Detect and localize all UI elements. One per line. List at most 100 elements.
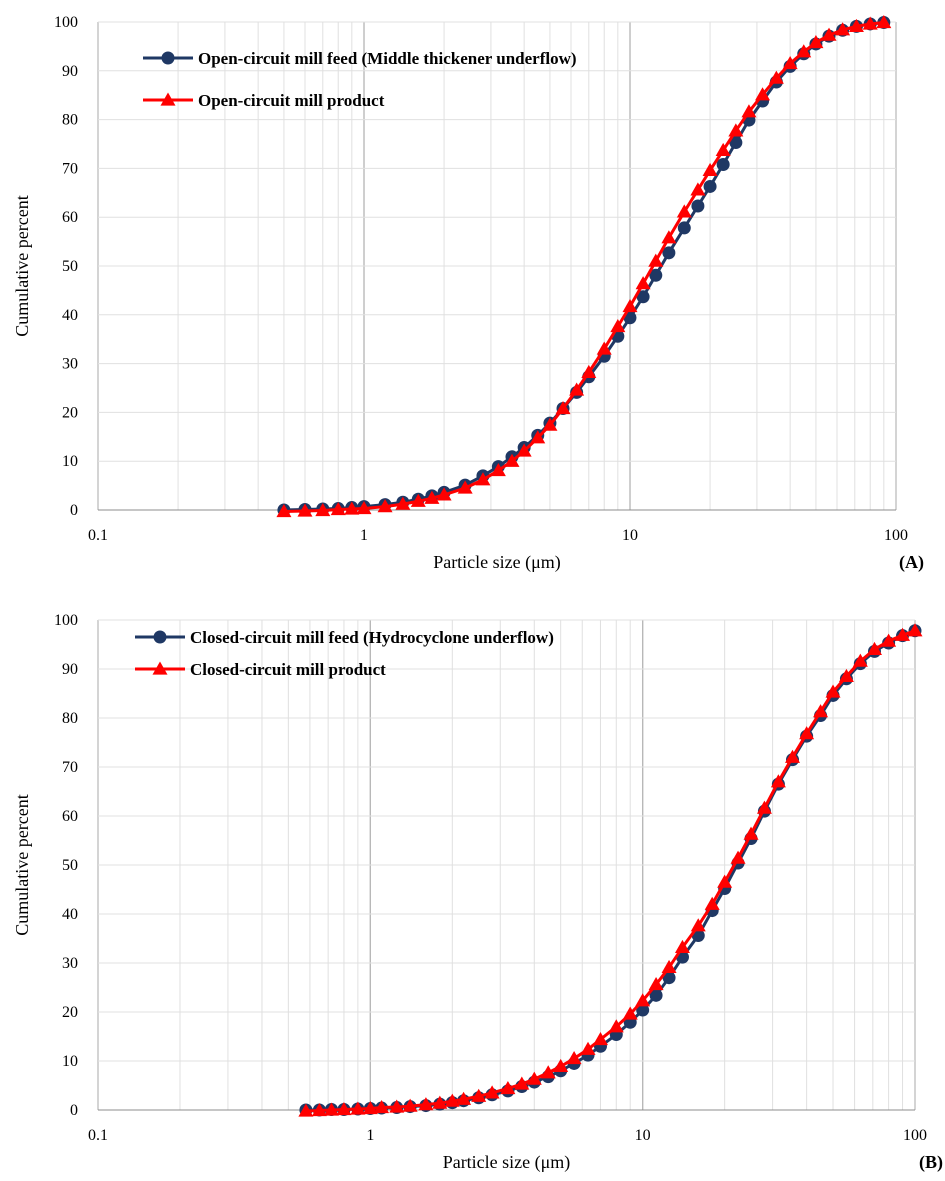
legend-circle-marker-icon [161, 51, 175, 65]
triangle-data-point [424, 490, 440, 504]
y-tick-label: 40 [62, 307, 78, 324]
triangle-data-point [768, 70, 784, 84]
triangle-data-point [504, 453, 520, 467]
triangle-data-point [350, 1101, 366, 1115]
triangle-data-point [596, 341, 612, 355]
x-axis-title: Particle size (μm) [433, 552, 561, 573]
triangle-data-point [862, 16, 878, 30]
legend-label: Open-circuit mill product [198, 91, 385, 110]
triangle-data-point [835, 22, 851, 36]
triangle-data-point [592, 1031, 608, 1046]
triangle-data-point [610, 319, 626, 333]
triangle-data-point [756, 800, 772, 814]
circle-data-point [636, 1003, 650, 1017]
triangle-data-point [852, 653, 868, 667]
triangle-data-point [799, 726, 815, 740]
x-tick-label: 10 [622, 527, 638, 544]
y-tick-label: 90 [62, 661, 78, 678]
triangle-data-point [475, 472, 491, 486]
panel-label: (B) [919, 1152, 943, 1173]
y-tick-label: 50 [62, 258, 78, 275]
triangle-data-point [553, 1058, 569, 1073]
triangle-data-point [648, 253, 664, 267]
triangle-data-point [785, 749, 801, 763]
triangle-data-point [471, 1088, 487, 1102]
triangle-data-point [770, 774, 786, 788]
triangle-data-point [866, 641, 882, 656]
triangle-data-point [715, 142, 731, 156]
triangle-data-point [717, 874, 733, 888]
y-tick-label: 100 [54, 612, 78, 629]
x-tick-label: 100 [903, 1127, 927, 1144]
y-tick-label: 100 [54, 14, 78, 31]
triangle-data-point [881, 633, 897, 647]
triangle-data-point [704, 896, 720, 910]
triangle-data-point [676, 204, 692, 218]
panel-label: (A) [899, 552, 924, 573]
triangle-data-point [690, 182, 706, 196]
triangle-data-point [514, 1076, 530, 1090]
legend-label: Open-circuit mill feed (Middle thickener… [198, 49, 577, 68]
triangle-data-point [395, 496, 411, 510]
triangle-data-point [436, 487, 452, 501]
triangle-data-point [344, 501, 360, 515]
triangle-data-point [702, 162, 718, 176]
legend-label: Closed-circuit mill feed (Hydrocyclone u… [190, 628, 554, 647]
circle-data-point [677, 221, 691, 235]
triangle-data-point [782, 55, 798, 70]
triangle-data-point [876, 14, 892, 29]
y-tick-label: 90 [62, 63, 78, 80]
legend: Open-circuit mill feed (Middle thickener… [143, 49, 577, 110]
triangle-data-point [581, 364, 597, 379]
y-tick-label: 80 [62, 710, 78, 727]
triangle-data-point [661, 230, 677, 244]
circle-data-point [729, 136, 743, 150]
triangle-data-point [730, 850, 746, 864]
triangle-data-point [813, 704, 829, 718]
y-tick-label: 80 [62, 112, 78, 129]
triangle-data-point [635, 993, 651, 1007]
triangle-data-point [311, 1102, 327, 1117]
triangle-data-point [457, 480, 473, 494]
triangle-data-point [456, 1091, 472, 1105]
triangle-data-point [821, 27, 837, 41]
triangle-data-point [648, 977, 664, 991]
triangle-data-point [540, 1065, 556, 1079]
y-tick-label: 30 [62, 356, 78, 373]
y-tick-label: 70 [62, 160, 78, 177]
chart-panel-b: 0 10 20 30 40 50 60 70 80 90 100 0.1 1 10 100 Particle … [12, 612, 943, 1173]
series-line [305, 629, 916, 1113]
y-tick-label: 10 [62, 1053, 78, 1070]
triangle-data-point [330, 502, 346, 516]
y-tick-label: 10 [62, 453, 78, 470]
product-series [276, 14, 892, 518]
y-axis-title: Cumulative percent [12, 195, 32, 336]
x-tick-label: 1 [366, 1127, 374, 1144]
legend-circle-marker-icon [153, 630, 167, 644]
legend-triangle-marker-icon [160, 92, 176, 106]
circle-data-point [716, 157, 730, 171]
triangle-data-point [755, 87, 771, 101]
x-tick-label: 100 [884, 527, 908, 544]
triangle-data-point [362, 1101, 378, 1115]
triangle-data-point [315, 502, 331, 517]
triangle-data-point [580, 1041, 596, 1055]
triangle-data-point [674, 939, 690, 953]
y-axis-title: Cumulative percent [12, 794, 32, 935]
triangle-data-point [356, 501, 372, 515]
y-tick-label: 50 [62, 857, 78, 874]
triangle-data-point [566, 1051, 582, 1065]
circle-data-point [703, 179, 717, 193]
triangle-data-point [808, 34, 824, 49]
triangle-data-point [690, 918, 706, 932]
y-tick-label: 20 [62, 404, 78, 421]
triangle-data-point [297, 503, 313, 517]
triangle-data-point [500, 1080, 516, 1095]
triangle-data-point [402, 1098, 418, 1112]
y-tick-label: 0 [70, 502, 78, 519]
y-tick-label: 20 [62, 1004, 78, 1021]
product-series [298, 623, 923, 1117]
chart-panel-a: 0 10 20 30 40 50 60 70 80 90 100 0.1 1 10 100 Particle … [12, 14, 924, 573]
triangle-data-point [622, 299, 638, 313]
triangle-data-point [907, 623, 923, 637]
